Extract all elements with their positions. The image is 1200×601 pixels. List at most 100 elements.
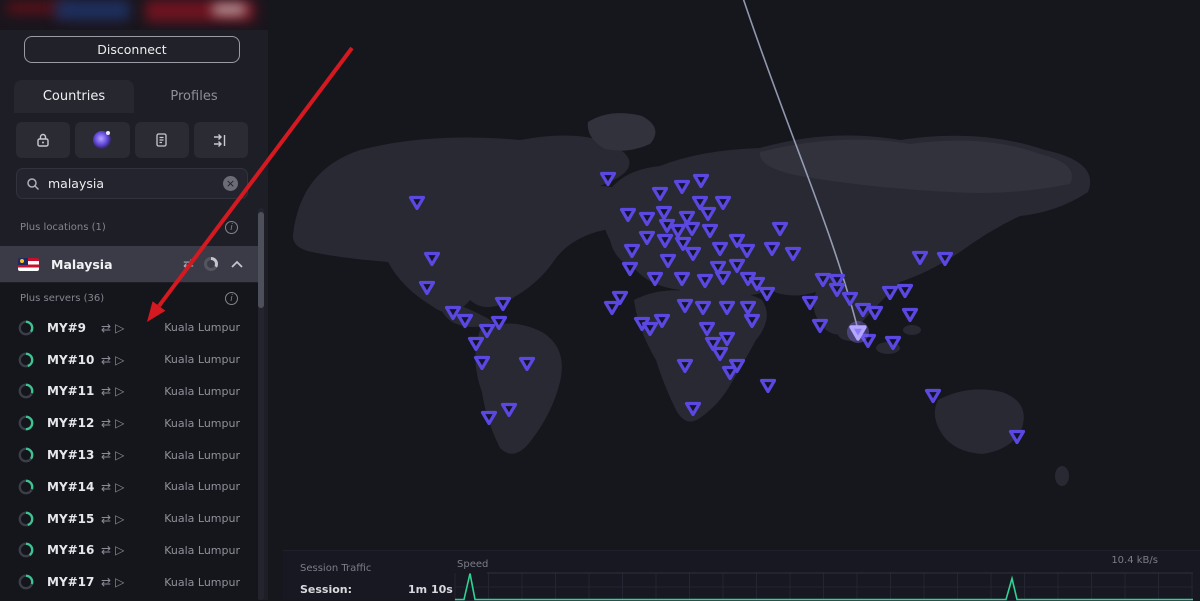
sidebar-scrollbar[interactable] [258, 208, 264, 600]
connect-play-icon[interactable]: ▷ [115, 416, 124, 430]
server-name: MY#12 [47, 416, 97, 430]
server-city: Kuala Lumpur [164, 321, 240, 334]
map-server-pin [624, 264, 637, 275]
server-city: Kuala Lumpur [164, 512, 240, 525]
info-icon[interactable]: i [225, 292, 238, 305]
tab-countries[interactable]: Countries [14, 80, 134, 113]
swap-icon[interactable]: ⇄ [101, 321, 111, 335]
server-city: Kuala Lumpur [164, 353, 240, 366]
lock-icon [35, 132, 51, 148]
servers-button[interactable] [135, 122, 189, 158]
server-row[interactable]: MY#11 ⇄ ▷ Kuala Lumpur [0, 376, 258, 408]
map-server-pin [761, 289, 774, 300]
server-city: Kuala Lumpur [164, 417, 240, 430]
server-row[interactable]: MY#16 ⇄ ▷ Kuala Lumpur [0, 535, 258, 567]
connect-play-icon[interactable]: ▷ [115, 353, 124, 367]
server-row[interactable]: MY#9 ⇄ ▷ Kuala Lumpur [0, 312, 258, 344]
info-icon[interactable]: i [225, 221, 238, 234]
server-load-ring [18, 479, 34, 495]
server-city: Kuala Lumpur [164, 480, 240, 493]
server-load-ring [18, 574, 34, 590]
speed-graph [283, 551, 1200, 601]
chevron-up-icon[interactable] [230, 260, 244, 269]
map-server-pin [927, 391, 940, 402]
tor-button[interactable] [75, 122, 129, 158]
swap-icon[interactable]: ⇄ [183, 257, 194, 272]
server-list-panel: Plus servers (36) i MY#9 ⇄ ▷ Kuala Lumpu… [0, 283, 258, 600]
server-list: MY#9 ⇄ ▷ Kuala Lumpur MY#10 ⇄ ▷ Kuala Lu… [0, 312, 258, 598]
server-row[interactable]: MY#13 ⇄ ▷ Kuala Lumpur [0, 439, 258, 471]
server-load-ring [18, 352, 34, 368]
connect-play-icon[interactable]: ▷ [115, 575, 124, 589]
connect-play-icon[interactable]: ▷ [115, 543, 124, 557]
connect-play-icon[interactable]: ▷ [115, 321, 124, 335]
connected-server-marker [847, 321, 869, 343]
plus-servers-header: Plus servers (36) i [0, 287, 258, 309]
map-server-pin [899, 286, 912, 297]
country-name: Malaysia [51, 257, 173, 272]
filter-icon-row [16, 122, 248, 158]
plus-locations-label: Plus locations (1) [20, 222, 225, 233]
connect-play-icon[interactable]: ▷ [115, 512, 124, 526]
plus-locations-header: Plus locations (1) i [0, 216, 258, 238]
swap-icon[interactable]: ⇄ [101, 512, 111, 526]
server-row[interactable]: MY#15 ⇄ ▷ Kuala Lumpur [0, 503, 258, 535]
clear-search-icon[interactable]: × [223, 176, 238, 191]
malaysia-flag-icon [18, 258, 39, 271]
server-load-ring [18, 447, 34, 463]
server-city: Kuala Lumpur [164, 449, 240, 462]
p2p-button[interactable] [194, 122, 248, 158]
map-server-pin [762, 381, 775, 392]
server-row[interactable]: MY#14 ⇄ ▷ Kuala Lumpur [0, 471, 258, 503]
sidebar: Disconnect Countries Profiles [0, 0, 268, 600]
server-load-ring [18, 511, 34, 527]
tab-profiles[interactable]: Profiles [134, 80, 254, 113]
scrollbar-thumb[interactable] [258, 212, 264, 308]
connect-play-icon[interactable]: ▷ [115, 384, 124, 398]
server-load-ring [18, 415, 34, 431]
map-server-pin [606, 303, 619, 314]
map-server-pin [884, 288, 897, 299]
connect-play-icon[interactable]: ▷ [115, 448, 124, 462]
map-server-pin [869, 308, 882, 319]
swap-icon[interactable]: ⇄ [101, 575, 111, 589]
swap-icon[interactable]: ⇄ [101, 353, 111, 367]
server-load-ring [18, 542, 34, 558]
server-name: MY#10 [47, 353, 97, 367]
server-name: MY#14 [47, 480, 97, 494]
search-field[interactable]: malaysia × [16, 168, 248, 199]
country-load-icon [204, 257, 218, 271]
tor-icon [93, 131, 111, 149]
server-name: MY#11 [47, 384, 97, 398]
map-server-pin [904, 310, 917, 321]
map-server-pin [497, 299, 510, 310]
server-row[interactable]: MY#10 ⇄ ▷ Kuala Lumpur [0, 344, 258, 376]
document-icon [154, 132, 169, 148]
connect-play-icon[interactable]: ▷ [115, 480, 124, 494]
server-name: MY#16 [47, 543, 97, 557]
map-server-pin [814, 321, 827, 332]
swap-icon[interactable]: ⇄ [101, 543, 111, 557]
search-icon [26, 177, 40, 191]
server-city: Kuala Lumpur [164, 544, 240, 557]
swap-icon[interactable]: ⇄ [101, 384, 111, 398]
server-name: MY#9 [47, 321, 97, 335]
server-load-ring [18, 383, 34, 399]
plus-servers-label: Plus servers (36) [20, 293, 225, 304]
swap-icon[interactable]: ⇄ [101, 448, 111, 462]
swap-icon[interactable]: ⇄ [101, 416, 111, 430]
secure-core-button[interactable] [16, 122, 70, 158]
disconnect-button[interactable]: Disconnect [24, 36, 240, 63]
server-row[interactable]: MY#12 ⇄ ▷ Kuala Lumpur [0, 407, 258, 439]
search-input-value[interactable]: malaysia [48, 176, 223, 191]
session-traffic-panel: Session Traffic Session: 1m 10s Speed 10… [283, 550, 1200, 600]
swap-icon[interactable]: ⇄ [101, 480, 111, 494]
window-header-clipped [0, 0, 268, 30]
server-row[interactable]: MY#17 ⇄ ▷ Kuala Lumpur [0, 566, 258, 598]
server-city: Kuala Lumpur [164, 385, 240, 398]
server-load-ring [18, 320, 34, 336]
server-name: MY#15 [47, 512, 97, 526]
country-row-malaysia[interactable]: Malaysia ⇄ [0, 246, 258, 282]
server-city: Kuala Lumpur [164, 576, 240, 589]
server-name: MY#17 [47, 575, 97, 589]
